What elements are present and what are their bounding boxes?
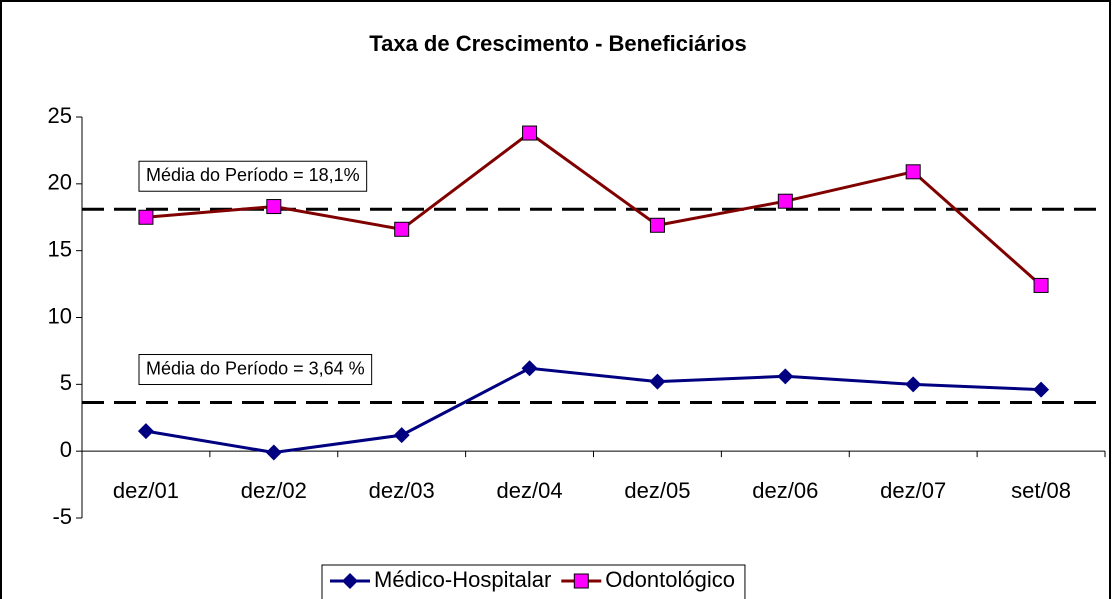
x-tick-label: dez/04 (497, 478, 563, 503)
x-tick-label: dez/03 (369, 478, 435, 503)
marker (1033, 277, 1049, 293)
average-label: Média do Período = 18,1% (146, 165, 360, 185)
x-tick-label: dez/06 (752, 478, 818, 503)
marker (137, 423, 154, 440)
x-tick-label: set/08 (1011, 478, 1071, 503)
y-tick-label: 5 (60, 370, 72, 395)
average-label-box (138, 354, 373, 386)
y-tick-label: 20 (48, 170, 72, 195)
y-tick-label: 10 (48, 303, 72, 328)
legend-label: Médico-Hospitalar (374, 567, 551, 592)
marker (649, 373, 666, 390)
marker (522, 125, 538, 141)
y-tick-label: -5 (52, 504, 72, 529)
marker (777, 368, 794, 385)
marker (777, 193, 793, 209)
legend: Médico-Hospitalar Odontológico (321, 564, 746, 599)
marker (649, 217, 665, 233)
marker (1033, 381, 1050, 398)
series-line (145, 366, 1042, 455)
legend-label: Odontológico (605, 567, 735, 592)
y-tick-label: 15 (48, 236, 72, 261)
marker (573, 573, 589, 589)
marker (138, 209, 154, 225)
chart-title: Taxa de Crescimento - Beneficiários (369, 31, 746, 56)
marker (905, 164, 921, 180)
marker (266, 199, 282, 215)
average-label-box (138, 160, 368, 192)
y-tick-label: 0 (60, 437, 72, 462)
marker (394, 221, 410, 237)
marker (905, 376, 922, 393)
marker (521, 360, 538, 377)
series (137, 360, 1050, 461)
y-tick-label: 25 (48, 103, 72, 128)
marker (393, 427, 410, 444)
series (138, 125, 1049, 293)
legend-box (321, 564, 746, 599)
x-tick-label: dez/01 (113, 478, 179, 503)
x-tick-label: dez/02 (241, 478, 307, 503)
series-line (145, 131, 1043, 287)
x-tick-label: dez/05 (624, 478, 690, 503)
average-label: Média do Período = 3,64 % (146, 358, 365, 378)
marker (342, 573, 358, 589)
marker (265, 444, 282, 461)
x-tick-label: dez/07 (880, 478, 946, 503)
